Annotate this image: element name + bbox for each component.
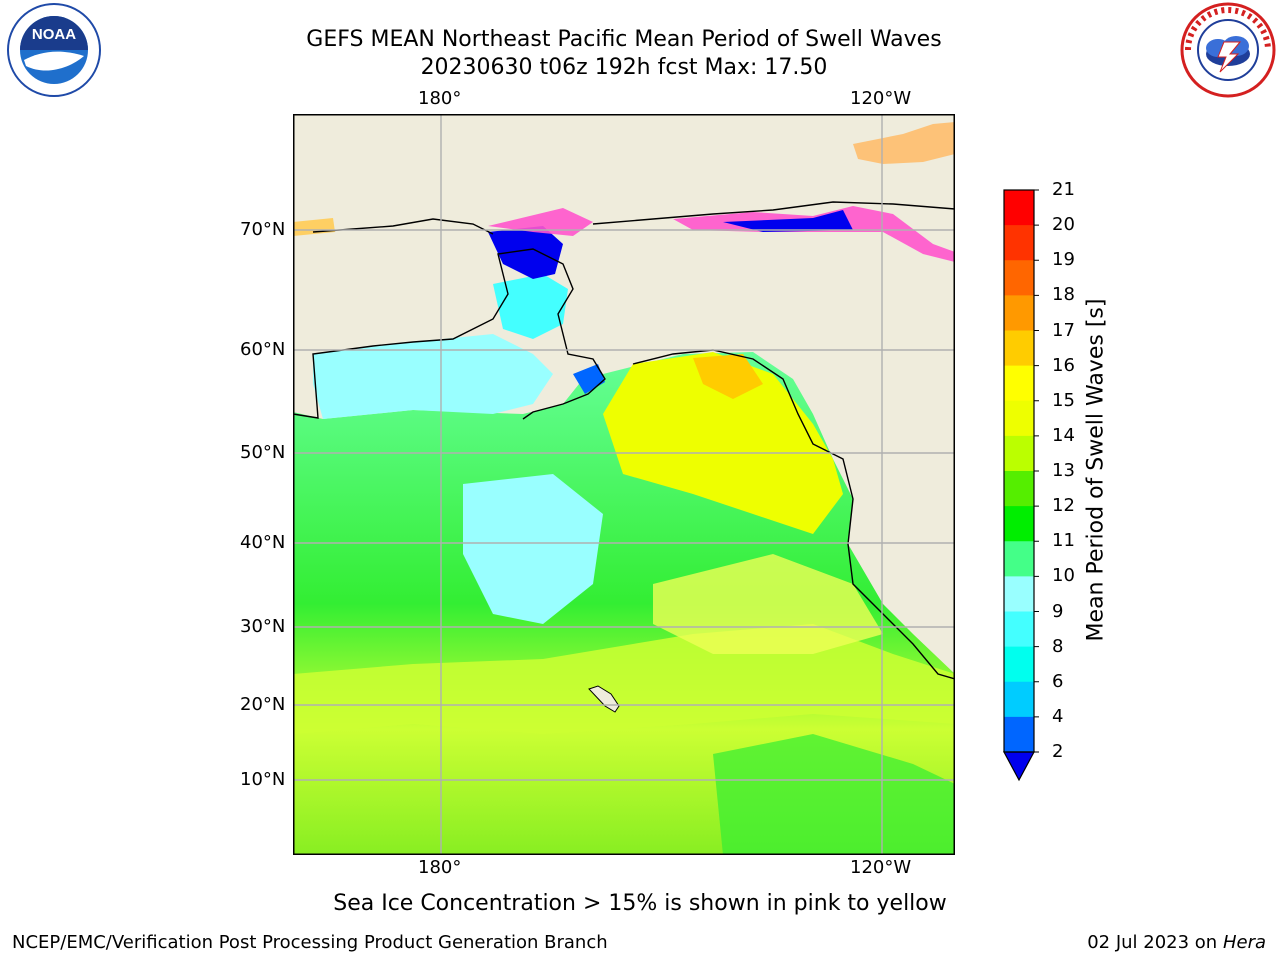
colorbar-segment bbox=[1004, 190, 1034, 226]
colorbar-tick-label: 11 bbox=[1052, 530, 1075, 552]
colorbar-segment bbox=[1004, 471, 1034, 507]
colorbar-tick-label: 17 bbox=[1052, 319, 1075, 341]
colorbar-tick-label: 21 bbox=[1052, 179, 1075, 200]
swell-region-mid-pacific bbox=[463, 474, 603, 624]
footer-date: 02 Jul 2023 on Hera bbox=[1087, 932, 1266, 953]
colorbar-segment bbox=[1004, 716, 1034, 753]
colorbar-tick-label: 15 bbox=[1052, 389, 1075, 411]
colorbar-tick-label: 6 bbox=[1052, 670, 1064, 692]
footer-machine: Hera bbox=[1222, 932, 1266, 953]
noaa-logo-text: NOAA bbox=[32, 26, 76, 43]
colorbar-segment bbox=[1004, 541, 1034, 577]
colorbar bbox=[1002, 189, 1039, 782]
lat-label-50n: 50°N bbox=[240, 442, 286, 463]
colorbar-segment bbox=[1004, 365, 1034, 402]
sea-ice-note: Sea Ice Concentration > 15% is shown in … bbox=[333, 891, 947, 916]
swell-region-chukchi bbox=[488, 226, 563, 279]
colorbar-tick-label: 14 bbox=[1052, 424, 1075, 446]
colorbar-tick-label: 10 bbox=[1052, 565, 1075, 587]
lon-label-bottom-180: 180° bbox=[418, 857, 462, 878]
lon-label-top-180: 180° bbox=[418, 88, 462, 109]
colorbar-segment bbox=[1004, 260, 1034, 296]
colorbar-segment bbox=[1004, 611, 1034, 648]
lat-label-40n: 40°N bbox=[240, 532, 286, 553]
colorbar-tick-label: 13 bbox=[1052, 460, 1075, 481]
colorbar-segment bbox=[1004, 681, 1034, 718]
sea-ice-chukchi bbox=[488, 208, 593, 236]
colorbar-segment bbox=[1004, 400, 1034, 437]
lat-label-70n: 70°N bbox=[240, 219, 286, 240]
colorbar-tick-label: 12 bbox=[1052, 495, 1075, 517]
swell-region-gulf-alaska bbox=[603, 352, 843, 534]
colorbar-tick-label: 4 bbox=[1052, 705, 1064, 727]
colorbar-tick-label: 20 bbox=[1052, 214, 1075, 236]
swell-region-bering bbox=[313, 334, 553, 419]
lat-label-10n: 10°N bbox=[240, 769, 286, 790]
lat-label-30n: 30°N bbox=[240, 616, 286, 637]
colorbar-ticks: 21 20 19 18 17 16 15 14 13 12 11 10 9 8 6 4 2 bbox=[1052, 0, 1112, 960]
colorbar-label: Mean Period of Swell Waves [s] bbox=[1083, 298, 1109, 642]
colorbar-tick-label: 9 bbox=[1052, 600, 1064, 622]
lat-label-20n: 20°N bbox=[240, 694, 286, 715]
colorbar-tick-label: 16 bbox=[1052, 354, 1075, 376]
colorbar-segment bbox=[1004, 295, 1034, 331]
noaa-logo: NOAA bbox=[7, 3, 101, 97]
lon-label-bottom-120w: 120°W bbox=[850, 857, 912, 878]
colorbar-tick-label: 19 bbox=[1052, 249, 1075, 271]
colorbar-segment bbox=[1004, 576, 1034, 612]
graticule bbox=[293, 114, 955, 855]
colorbar-segment bbox=[1004, 435, 1034, 472]
colorbar-segment bbox=[1004, 225, 1034, 261]
chart-title: GEFS MEAN Northeast Pacific Mean Period … bbox=[306, 27, 942, 52]
map-panel bbox=[293, 114, 955, 855]
colorbar-tick-label: 2 bbox=[1052, 741, 1064, 762]
footer-date-text: 02 Jul 2023 on bbox=[1087, 932, 1223, 953]
map-border bbox=[293, 114, 955, 855]
chart-subtitle: 20230630 t06z 192h fcst Max: 17.50 bbox=[420, 55, 828, 80]
footer-credit: NCEP/EMC/Verification Post Processing Pr… bbox=[12, 932, 608, 953]
nws-logo bbox=[1180, 2, 1276, 98]
colorbar-segment bbox=[1004, 330, 1034, 367]
sea-ice-beaufort bbox=[673, 206, 955, 262]
colorbar-tick-label: 18 bbox=[1052, 284, 1075, 306]
colorbar-extension bbox=[1002, 751, 1036, 782]
coastline-alaska-west bbox=[293, 248, 606, 420]
lon-label-top-120w: 120°W bbox=[850, 88, 912, 109]
coastline-north-america bbox=[632, 349, 955, 680]
colorbar-segment bbox=[1004, 506, 1034, 542]
lat-label-60n: 60°N bbox=[240, 339, 286, 360]
colorbar-tick-label: 8 bbox=[1052, 635, 1064, 657]
colorbar-segment bbox=[1004, 646, 1034, 683]
